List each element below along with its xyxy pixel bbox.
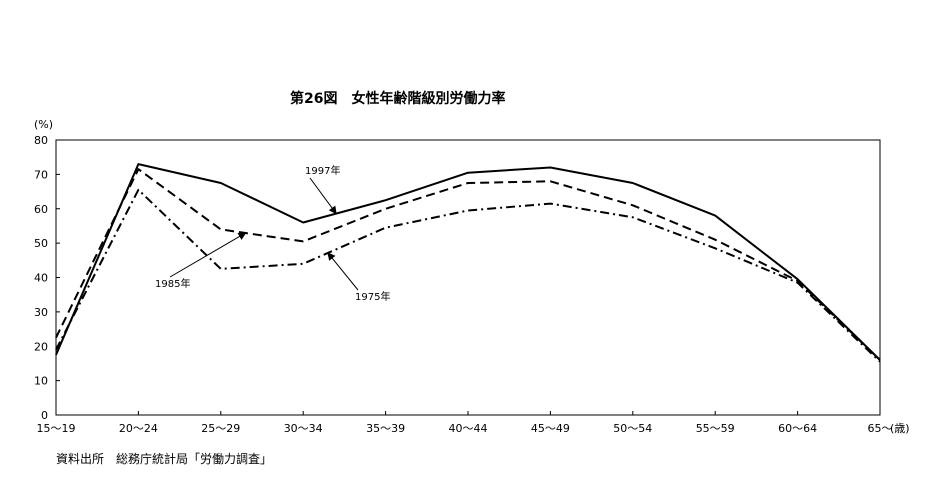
- series-label-1: 1985年: [155, 277, 190, 290]
- annotations: 1997年 1985年 1975年: [155, 164, 390, 303]
- y-axis-label: (%): [34, 118, 53, 131]
- annotation-leader: [327, 252, 359, 291]
- x-axis-unit: (歳): [890, 422, 910, 435]
- annotation-leader: [169, 232, 247, 278]
- x-tick-label: 45～49: [531, 422, 570, 435]
- series-label-0: 1997年: [305, 164, 340, 177]
- x-tick-label: 15～19: [37, 422, 76, 435]
- x-axis: 15～19 20～24 25～29 30～34 35～39 40～44 45～49 50～54…: [37, 411, 893, 435]
- y-tick-label: 30: [34, 306, 48, 319]
- y-tick-label: 40: [34, 272, 48, 285]
- series-line-2: [55, 188, 881, 363]
- x-tick-label: 65～: [868, 422, 893, 435]
- series-label-2: 1975年: [355, 290, 390, 303]
- x-tick-label: 55～59: [696, 422, 735, 435]
- x-tick-label: 20～24: [119, 422, 158, 435]
- y-tick-label: 50: [34, 237, 48, 250]
- x-tick-label: 60～64: [778, 422, 817, 435]
- source-note: 資料出所 総務庁統計局「労働力調査」: [56, 451, 272, 466]
- y-axis: 0 10 20 30 40 50 60 70 80: [34, 134, 60, 422]
- x-tick-label: 25～29: [201, 422, 240, 435]
- x-tick-label: 30～34: [284, 422, 323, 435]
- chart-title: 第26図 女性年齢階級別労働力率: [290, 90, 505, 107]
- series-group: [55, 163, 881, 363]
- series-line-0: [55, 163, 881, 361]
- plot-frame: [55, 139, 881, 416]
- x-tick-label: 35～39: [366, 422, 405, 435]
- x-tick-label: 50～54: [613, 422, 652, 435]
- annotation-leader: [309, 177, 337, 215]
- series-line-1: [55, 168, 881, 361]
- y-tick-label: 20: [34, 340, 48, 353]
- y-tick-label: 80: [34, 134, 48, 147]
- y-tick-label: 60: [34, 203, 48, 216]
- y-tick-label: 0: [41, 409, 48, 422]
- y-tick-label: 10: [34, 375, 48, 388]
- y-tick-label: 70: [34, 168, 48, 181]
- x-tick-label: 40～44: [449, 422, 488, 435]
